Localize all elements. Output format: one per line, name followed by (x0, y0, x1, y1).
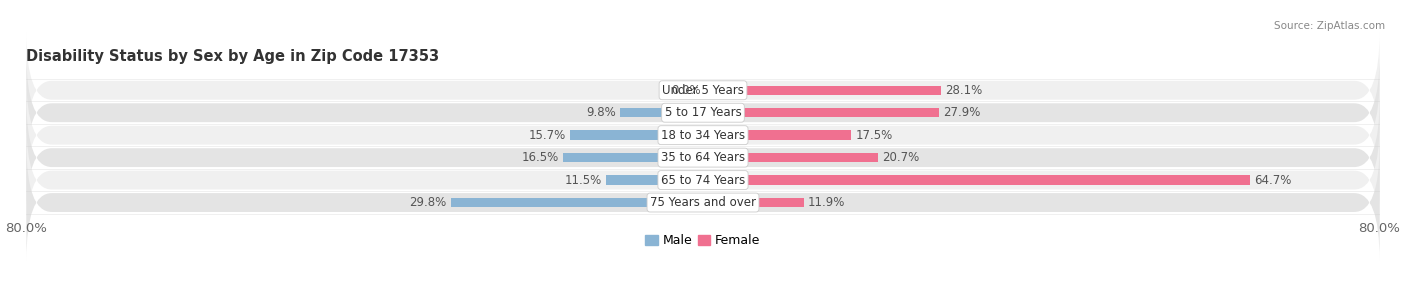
Text: 16.5%: 16.5% (522, 151, 560, 164)
Bar (703, 85, 941, 95)
FancyBboxPatch shape (27, 32, 1379, 148)
Text: 11.5%: 11.5% (564, 174, 602, 187)
Text: 27.9%: 27.9% (943, 106, 980, 119)
Bar (571, 131, 703, 140)
Text: Disability Status by Sex by Age in Zip Code 17353: Disability Status by Sex by Age in Zip C… (27, 49, 440, 64)
Text: 18 to 34 Years: 18 to 34 Years (661, 129, 745, 142)
FancyBboxPatch shape (27, 55, 1379, 171)
Text: 64.7%: 64.7% (1254, 174, 1292, 187)
Text: 17.5%: 17.5% (855, 129, 893, 142)
FancyBboxPatch shape (27, 77, 1379, 193)
Text: 0.0%: 0.0% (671, 84, 700, 97)
Text: 9.8%: 9.8% (586, 106, 616, 119)
Bar (703, 108, 939, 117)
FancyBboxPatch shape (27, 145, 1379, 260)
Text: 20.7%: 20.7% (883, 151, 920, 164)
Text: 11.9%: 11.9% (808, 196, 845, 209)
Legend: Male, Female: Male, Female (641, 229, 765, 252)
Text: 5 to 17 Years: 5 to 17 Years (665, 106, 741, 119)
Bar (564, 153, 703, 162)
Text: 75 Years and over: 75 Years and over (650, 196, 756, 209)
Bar (703, 198, 804, 207)
Text: 29.8%: 29.8% (409, 196, 447, 209)
Bar (451, 198, 703, 207)
Text: Under 5 Years: Under 5 Years (662, 84, 744, 97)
FancyBboxPatch shape (27, 100, 1379, 216)
Text: 15.7%: 15.7% (529, 129, 567, 142)
Bar (703, 175, 1250, 185)
Bar (606, 175, 703, 185)
Bar (620, 108, 703, 117)
Bar (703, 153, 877, 162)
Text: 35 to 64 Years: 35 to 64 Years (661, 151, 745, 164)
Text: 65 to 74 Years: 65 to 74 Years (661, 174, 745, 187)
FancyBboxPatch shape (27, 122, 1379, 238)
Bar (703, 131, 851, 140)
Text: 28.1%: 28.1% (945, 84, 983, 97)
Text: Source: ZipAtlas.com: Source: ZipAtlas.com (1274, 21, 1385, 31)
